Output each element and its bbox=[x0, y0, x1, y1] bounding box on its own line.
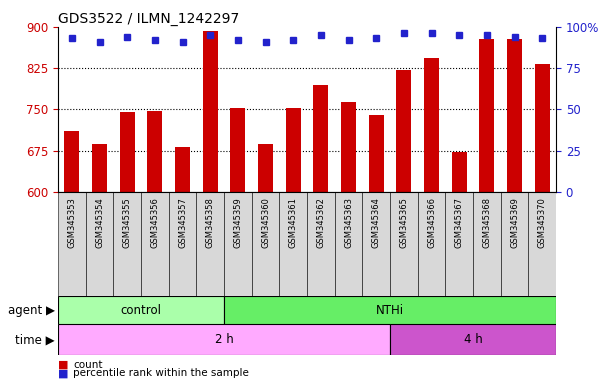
Bar bbox=[473, 192, 500, 296]
Text: GSM345370: GSM345370 bbox=[538, 197, 547, 248]
Bar bbox=[418, 192, 445, 296]
Text: GSM345354: GSM345354 bbox=[95, 197, 104, 248]
Text: GSM345363: GSM345363 bbox=[344, 197, 353, 248]
Bar bbox=[92, 144, 107, 192]
Bar bbox=[535, 64, 550, 192]
Bar bbox=[479, 39, 494, 192]
Text: count: count bbox=[73, 360, 103, 370]
Bar bbox=[252, 192, 279, 296]
Bar bbox=[196, 192, 224, 296]
Bar bbox=[279, 192, 307, 296]
Bar bbox=[307, 192, 335, 296]
Bar bbox=[313, 85, 329, 192]
Text: GSM345359: GSM345359 bbox=[233, 197, 243, 248]
Text: agent ▶: agent ▶ bbox=[8, 304, 55, 316]
Text: GSM345368: GSM345368 bbox=[482, 197, 491, 248]
Text: GSM345357: GSM345357 bbox=[178, 197, 187, 248]
Bar bbox=[341, 102, 356, 192]
Text: percentile rank within the sample: percentile rank within the sample bbox=[73, 368, 249, 378]
Bar bbox=[175, 147, 190, 192]
Bar bbox=[230, 108, 246, 192]
Text: NTHi: NTHi bbox=[376, 304, 404, 316]
Bar bbox=[258, 144, 273, 192]
Bar bbox=[169, 192, 196, 296]
Text: ■: ■ bbox=[58, 368, 72, 378]
Bar bbox=[86, 192, 114, 296]
Text: GSM345358: GSM345358 bbox=[206, 197, 214, 248]
Bar bbox=[114, 192, 141, 296]
Bar bbox=[203, 31, 218, 192]
Bar bbox=[335, 192, 362, 296]
Bar bbox=[507, 39, 522, 192]
Text: GSM345362: GSM345362 bbox=[316, 197, 326, 248]
Text: 2 h: 2 h bbox=[214, 333, 233, 346]
Bar bbox=[58, 296, 224, 324]
Bar bbox=[368, 115, 384, 192]
Text: GSM345361: GSM345361 bbox=[288, 197, 298, 248]
Bar bbox=[397, 70, 411, 192]
Text: GSM345356: GSM345356 bbox=[150, 197, 159, 248]
Text: GSM345364: GSM345364 bbox=[371, 197, 381, 248]
Text: GSM345366: GSM345366 bbox=[427, 197, 436, 248]
Bar bbox=[120, 112, 135, 192]
Text: GSM345353: GSM345353 bbox=[67, 197, 76, 248]
Text: ■: ■ bbox=[58, 360, 72, 370]
Bar bbox=[224, 296, 556, 324]
Text: GSM345367: GSM345367 bbox=[455, 197, 464, 248]
Bar bbox=[64, 131, 79, 192]
Bar bbox=[390, 192, 418, 296]
Text: GSM345365: GSM345365 bbox=[400, 197, 408, 248]
Text: GSM345360: GSM345360 bbox=[261, 197, 270, 248]
Bar bbox=[390, 324, 556, 355]
Bar bbox=[224, 192, 252, 296]
Text: control: control bbox=[120, 304, 161, 316]
Bar bbox=[141, 192, 169, 296]
Text: time ▶: time ▶ bbox=[15, 333, 55, 346]
Bar bbox=[285, 108, 301, 192]
Bar bbox=[362, 192, 390, 296]
Bar bbox=[445, 192, 473, 296]
Bar bbox=[424, 58, 439, 192]
Text: GDS3522 / ILMN_1242297: GDS3522 / ILMN_1242297 bbox=[58, 12, 240, 26]
Bar bbox=[58, 324, 390, 355]
Bar bbox=[500, 192, 529, 296]
Bar bbox=[58, 192, 86, 296]
Bar bbox=[147, 111, 163, 192]
Text: GSM345369: GSM345369 bbox=[510, 197, 519, 248]
Bar bbox=[529, 192, 556, 296]
Text: GSM345355: GSM345355 bbox=[123, 197, 132, 248]
Bar bbox=[452, 152, 467, 192]
Text: 4 h: 4 h bbox=[464, 333, 483, 346]
